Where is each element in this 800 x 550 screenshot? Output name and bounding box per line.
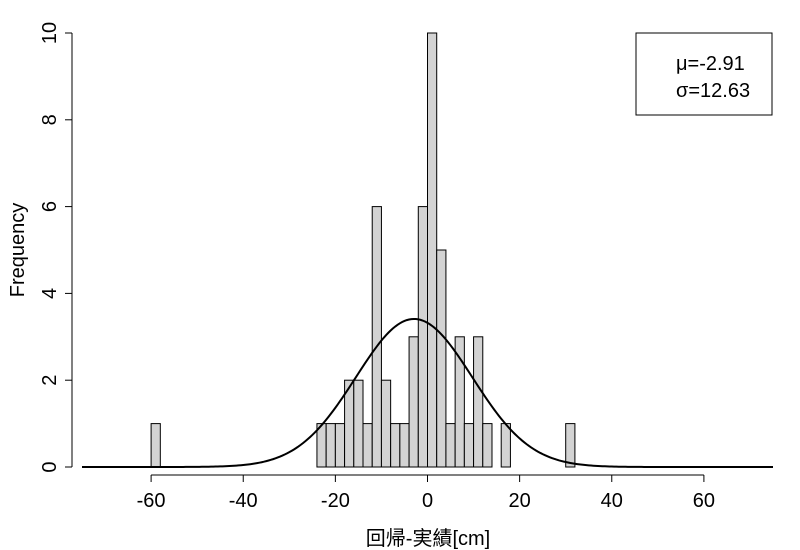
normal-density-curve [82,317,773,468]
legend: μ=-2.91 σ=12.63 [635,32,773,116]
x-tick-label: 60 [693,490,715,512]
histogram-bar [482,423,493,468]
histogram-bar [380,379,392,468]
x-axis-title: 回帰-実績[cm] [366,527,490,550]
y-tick-label: 2 [39,375,61,386]
histogram-bar [334,423,346,468]
y-tick-label: 4 [39,288,61,299]
histogram-bar [390,423,401,468]
legend-sigma: σ=12.63 [676,80,750,102]
histogram-bar [325,423,336,468]
x-tick-label: -20 [321,490,350,512]
histogram-bar [427,32,438,468]
histogram-bar [445,423,456,468]
x-tick-label: 40 [601,490,623,512]
histogram-bar [399,423,410,468]
histogram-bar [150,423,161,468]
histogram-bar [408,336,419,468]
x-tick-label: 0 [422,490,433,512]
legend-mu: μ=-2.91 [676,53,745,75]
y-tick-label: 6 [39,201,61,212]
histogram-bar [454,336,465,468]
y-tick-label: 0 [39,461,61,472]
y-tick-label: 8 [39,114,61,125]
x-tick-label: -60 [137,490,166,512]
histogram-bars [150,32,576,468]
histogram-bar [436,249,447,468]
histogram-bar [417,206,428,468]
x-tick-label: -40 [229,490,258,512]
x-tick-label: 20 [509,490,531,512]
histogram-bar [463,423,475,468]
histogram-bar [353,379,364,468]
histogram-bar [371,206,382,468]
y-tick-label: 10 [39,22,61,44]
legend-box [635,32,773,116]
histogram-bar [500,423,511,468]
histogram-bar [362,423,373,468]
histogram-bar [565,423,576,468]
axes: -60 -40 -20 0 20 40 60 0 2 4 6 8 10 [39,22,715,512]
histogram-bar [473,336,484,468]
y-axis-title: Frequency [7,203,29,298]
